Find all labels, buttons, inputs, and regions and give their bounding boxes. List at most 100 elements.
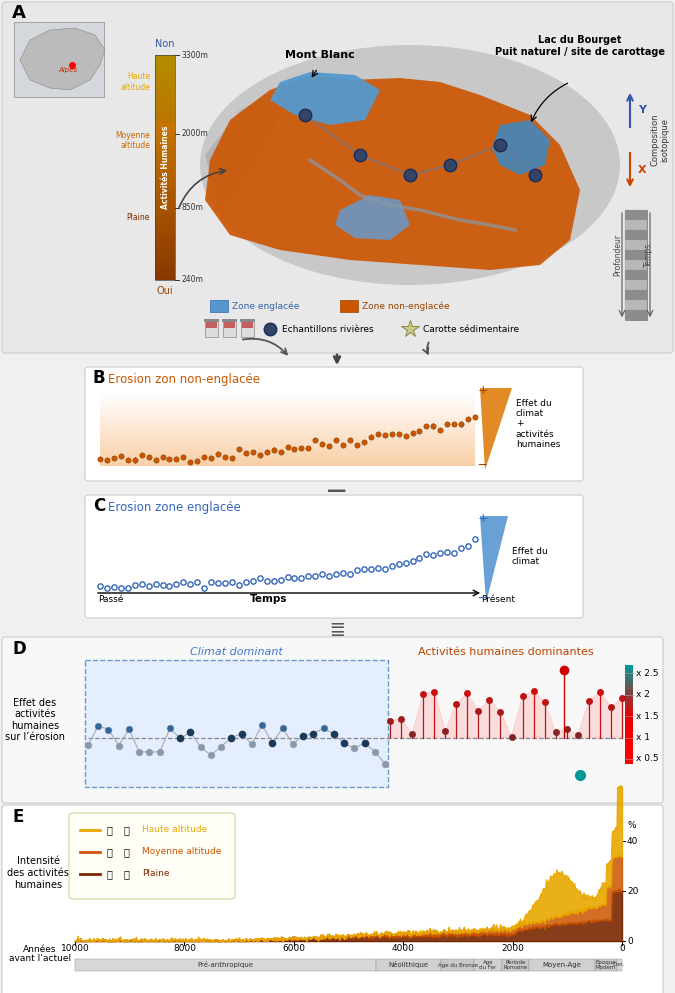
Text: x 0.5: x 0.5: [636, 755, 659, 764]
Bar: [155, 88, 175, 89]
Bar: [155, 215, 175, 216]
Bar: [625, 705, 633, 706]
FancyBboxPatch shape: [69, 813, 235, 899]
Text: Composition
isotopique: Composition isotopique: [650, 114, 670, 166]
Bar: [155, 84, 175, 85]
Bar: [625, 671, 633, 672]
Bar: [155, 198, 175, 199]
Bar: [242, 321, 253, 328]
Bar: [100, 408, 475, 409]
Bar: [625, 743, 633, 744]
Bar: [155, 115, 175, 116]
FancyBboxPatch shape: [2, 637, 663, 803]
Bar: [155, 190, 175, 191]
Bar: [155, 62, 175, 63]
Polygon shape: [205, 75, 580, 270]
Bar: [204, 319, 219, 322]
Bar: [625, 674, 633, 675]
Polygon shape: [480, 516, 508, 603]
Bar: [155, 100, 175, 101]
Bar: [155, 250, 175, 251]
Bar: [625, 731, 633, 732]
Text: Echantillons rivières: Echantillons rivières: [282, 325, 374, 334]
Bar: [155, 232, 175, 233]
Text: 0: 0: [619, 944, 625, 953]
FancyBboxPatch shape: [85, 495, 583, 618]
Bar: [625, 673, 633, 674]
Bar: [625, 742, 633, 743]
Bar: [625, 732, 633, 733]
Bar: [155, 123, 175, 124]
Text: Alpes: Alpes: [59, 67, 78, 73]
Bar: [100, 422, 475, 423]
Bar: [625, 685, 633, 686]
Bar: [155, 167, 175, 168]
Bar: [155, 212, 175, 213]
Bar: [625, 728, 633, 729]
Bar: [100, 401, 475, 402]
Bar: [155, 122, 175, 123]
Text: Activités humaines dominantes: Activités humaines dominantes: [418, 647, 594, 657]
Bar: [155, 272, 175, 273]
Bar: [625, 668, 633, 669]
Ellipse shape: [200, 45, 620, 285]
Bar: [222, 319, 237, 322]
Bar: [223, 321, 236, 337]
Bar: [100, 425, 475, 426]
Bar: [625, 694, 633, 695]
Bar: [625, 745, 633, 746]
Bar: [100, 400, 475, 401]
Bar: [625, 702, 633, 703]
Bar: [155, 116, 175, 117]
Bar: [625, 709, 633, 710]
Bar: [625, 752, 633, 753]
Bar: [625, 693, 633, 694]
Text: Haute altitude: Haute altitude: [142, 825, 207, 834]
Text: Néolithique: Néolithique: [389, 961, 429, 968]
Text: 8000: 8000: [173, 944, 196, 953]
Text: Mont Blanc: Mont Blanc: [285, 50, 355, 60]
Text: Y: Y: [638, 105, 646, 115]
Bar: [155, 255, 175, 256]
Bar: [155, 264, 175, 265]
Bar: [155, 235, 175, 236]
Bar: [155, 222, 175, 223]
Bar: [155, 225, 175, 226]
Bar: [625, 680, 633, 681]
Bar: [155, 75, 175, 76]
FancyBboxPatch shape: [85, 367, 583, 481]
Bar: [625, 729, 633, 730]
Text: %: %: [627, 821, 636, 830]
Bar: [625, 727, 633, 728]
Bar: [155, 119, 175, 120]
Bar: [155, 98, 175, 99]
Bar: [625, 714, 633, 715]
Text: Moyenne
altitude: Moyenne altitude: [115, 131, 150, 150]
Bar: [155, 65, 175, 67]
Bar: [155, 279, 175, 280]
Bar: [100, 457, 475, 458]
Bar: [100, 443, 475, 444]
Bar: [155, 134, 175, 135]
Bar: [155, 165, 175, 166]
Bar: [155, 230, 175, 231]
Bar: [100, 429, 475, 430]
Bar: [155, 135, 175, 136]
Bar: [155, 180, 175, 181]
Bar: [625, 260, 647, 270]
Bar: [100, 415, 475, 416]
Bar: [155, 258, 175, 259]
Bar: [155, 227, 175, 228]
Bar: [155, 178, 175, 179]
Text: —: —: [327, 481, 347, 499]
Text: 20: 20: [627, 887, 639, 896]
Bar: [625, 696, 633, 697]
Text: 240m: 240m: [181, 275, 203, 285]
Bar: [100, 417, 475, 418]
Bar: [155, 217, 175, 218]
Bar: [100, 454, 475, 455]
Bar: [625, 666, 633, 667]
Bar: [155, 228, 175, 229]
Bar: [155, 57, 175, 58]
Bar: [100, 444, 475, 445]
